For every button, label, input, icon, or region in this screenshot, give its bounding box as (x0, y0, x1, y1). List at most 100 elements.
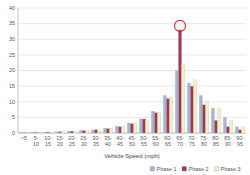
legend-swatch (214, 167, 219, 172)
x-tick-line: 15 (45, 141, 51, 147)
x-tick-label: 55-60 (152, 135, 160, 147)
x-tick-label: 45-50 (128, 135, 136, 147)
bar (154, 113, 157, 133)
legend-label: Phase 3 (221, 166, 241, 172)
bar (235, 127, 238, 133)
bar (182, 64, 185, 133)
bar (50, 132, 53, 133)
grid-line (18, 86, 246, 87)
x-tick-label: 5-10 (33, 135, 39, 147)
bar (146, 120, 149, 133)
bar (223, 117, 226, 133)
x-tick-label: 35-40 (104, 135, 112, 147)
bar (22, 132, 25, 133)
legend-swatch (182, 167, 187, 172)
grid-line (18, 101, 246, 102)
bar (211, 108, 214, 133)
bar (238, 130, 241, 133)
x-tick-line: 55 (141, 141, 147, 147)
grid-line (18, 23, 246, 24)
chart: 0510152025303540<55-1010-1515-2020-2525-… (0, 0, 250, 175)
bar (194, 80, 197, 133)
bar (110, 129, 113, 133)
x-tick-line: 85 (213, 141, 219, 147)
bar (166, 99, 169, 133)
x-tick-label: 75-80 (200, 135, 208, 147)
x-tick-line: 95 (237, 141, 243, 147)
y-tick-label: 40 (9, 5, 15, 11)
bar (175, 71, 178, 134)
bar (86, 131, 89, 134)
x-tick-label: 10-15 (44, 135, 52, 147)
bar (158, 113, 161, 133)
x-tick-line: 35 (93, 141, 99, 147)
bar (82, 131, 85, 134)
x-tick-line: 20 (57, 141, 63, 147)
x-tick-line: 45 (117, 141, 123, 147)
x-tick-label: 60-65 (164, 135, 172, 147)
x-tick-label: 30-35 (92, 135, 100, 147)
bar (118, 127, 121, 133)
bar (55, 132, 58, 133)
y-axis (18, 8, 19, 133)
bar (94, 130, 97, 133)
bar (230, 121, 233, 134)
y-tick-label: 10 (9, 99, 15, 105)
bar (139, 119, 142, 133)
y-tick-label: 20 (9, 67, 15, 73)
legend-swatch (150, 167, 155, 172)
x-tick-label: 15-20 (56, 135, 64, 147)
bar (34, 132, 37, 133)
bar (58, 132, 61, 133)
bar (122, 126, 125, 133)
bar (46, 132, 49, 133)
x-tick-line: 80 (201, 141, 207, 147)
bar (187, 83, 190, 133)
grid-line (18, 54, 246, 55)
x-tick-line: 10 (33, 141, 39, 147)
x-tick-label: <5 (21, 135, 27, 141)
bar (19, 132, 22, 133)
y-tick-label: 15 (9, 83, 15, 89)
bar (242, 127, 245, 133)
bars (19, 30, 244, 133)
y-tick-label: 25 (9, 52, 15, 58)
bar (151, 111, 154, 133)
x-tick-line: 30 (81, 141, 87, 147)
bar (31, 132, 34, 133)
bar (103, 128, 106, 133)
grid-line (18, 8, 246, 9)
x-tick-line: 75 (189, 141, 195, 147)
bar (67, 131, 70, 133)
bar (190, 86, 193, 133)
bar (226, 127, 229, 133)
y-tick-label: 30 (9, 36, 15, 42)
bar (62, 132, 65, 133)
x-tick-line: 65 (165, 141, 171, 147)
x-tick-label: 65-70 (176, 135, 184, 147)
x-tick-label: 20-25 (68, 135, 76, 147)
x-tick-line: 90 (225, 141, 231, 147)
x-tick-line: 40 (105, 141, 111, 147)
x-tick-label: 85-90 (224, 135, 232, 147)
bar (214, 121, 217, 134)
bar (70, 131, 73, 133)
x-tick-label: 25-30 (80, 135, 88, 147)
bar (170, 97, 173, 133)
y-tick-label: 35 (9, 20, 15, 26)
bar (202, 105, 205, 133)
bar (91, 130, 94, 133)
bar (115, 126, 118, 133)
legend-label: Phase 2 (189, 166, 209, 172)
bar (206, 102, 209, 133)
bar (218, 108, 221, 133)
bar (178, 30, 181, 133)
x-tick-label: 70-75 (188, 135, 196, 147)
bar (74, 131, 77, 133)
bar (163, 96, 166, 134)
bar (134, 124, 137, 133)
bar (142, 119, 145, 133)
x-tick-label: 80-85 (212, 135, 220, 147)
x-tick-line: 70 (177, 141, 183, 147)
grid-line (18, 70, 246, 71)
